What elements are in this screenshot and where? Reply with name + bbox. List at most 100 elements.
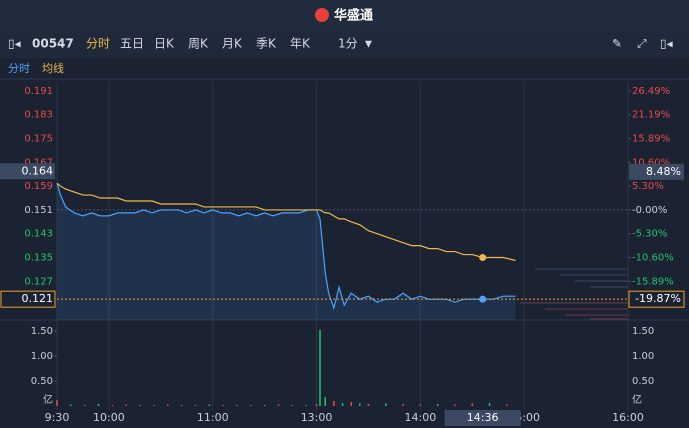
- volume-tick-label: 1.00: [632, 351, 654, 362]
- y-tick-label: 0.167: [24, 157, 53, 168]
- x-tick-label: 11:00: [197, 411, 229, 424]
- volume-bar: [83, 405, 86, 406]
- volume-bar: [236, 405, 238, 406]
- last-pct-box: [628, 290, 685, 308]
- tab[interactable]: 分时: [86, 37, 110, 51]
- tabs: 分时 五日 日K 周K 月K 季K 年K: [86, 37, 311, 51]
- last-price: 0.121: [22, 292, 54, 305]
- volume-bar: [125, 404, 127, 406]
- tab[interactable]: 月K: [222, 37, 243, 51]
- x-tick-label: 14:00: [405, 411, 437, 424]
- volume-tick-label: 0.50: [31, 376, 53, 387]
- volume-bar: [471, 403, 474, 406]
- volume-bar: [194, 405, 197, 406]
- tab[interactable]: 周K: [188, 37, 209, 51]
- volume-bar: [315, 404, 318, 406]
- volume-bar: [359, 403, 361, 406]
- legend-price: 分时: [8, 62, 30, 75]
- sidebar-icon[interactable]: ▯◂: [660, 37, 673, 51]
- order-depth: [520, 268, 628, 320]
- volume-unit: 亿: [632, 393, 642, 406]
- volume-unit: 亿: [43, 393, 53, 406]
- last-price-box: [0, 290, 56, 308]
- cursor-pct-box: [629, 163, 684, 180]
- volume-bar: [367, 404, 370, 406]
- toolbar: [0, 30, 689, 58]
- volume-bar: [324, 397, 326, 406]
- interval[interactable]: 1分: [338, 37, 358, 51]
- price-area: [57, 183, 516, 320]
- x-tick-label: 9:30: [45, 411, 70, 424]
- y2-tick-label: 15.89%: [632, 134, 670, 145]
- volume-bar: [97, 404, 100, 406]
- dropdown-icon[interactable]: ▼: [365, 40, 372, 50]
- volume-bar: [153, 405, 155, 406]
- x-tick-label: 13:00: [301, 411, 333, 424]
- volume-bar: [333, 401, 335, 406]
- brand-name: 华盛通: [334, 8, 373, 24]
- symbol: 00547: [32, 37, 74, 51]
- draw-icon[interactable]: ✎: [612, 37, 622, 51]
- volume-bar: [488, 403, 491, 406]
- y-tick-label: 0.143: [24, 229, 53, 240]
- volume-bar: [56, 400, 58, 406]
- last-pct: -19.87%: [635, 292, 681, 305]
- series-line: [56, 182, 516, 262]
- y2-tick-label: 21.19%: [632, 110, 670, 121]
- y2-tick-label: -0.00%: [632, 205, 667, 216]
- y-tick-label: 0.175: [24, 134, 53, 145]
- time-marker: 14:36: [467, 411, 499, 424]
- volume-bar: [139, 405, 141, 406]
- average-marker: [479, 254, 487, 262]
- back-icon[interactable]: ▯◂: [8, 37, 21, 51]
- time-marker-box: [444, 410, 521, 426]
- tab[interactable]: 五日: [120, 37, 144, 51]
- volume-bar: [419, 404, 422, 406]
- volume-bar: [454, 404, 456, 406]
- tab[interactable]: 季K: [256, 37, 277, 51]
- volume-bar: [341, 403, 344, 406]
- price-marker: [479, 295, 487, 303]
- volume-bar: [180, 405, 183, 406]
- volume-bar: [291, 405, 294, 406]
- y2-tick-label: 10.60%: [632, 157, 670, 168]
- y2-tick-label: 5.30%: [632, 181, 664, 192]
- volume-bar: [350, 402, 352, 406]
- volume-bar: [250, 405, 252, 406]
- tab[interactable]: 日K: [154, 37, 175, 51]
- tab[interactable]: 年K: [290, 37, 311, 51]
- volume-bar: [277, 404, 280, 406]
- volume-bar: [111, 405, 114, 406]
- y-tick-label: 0.183: [24, 110, 53, 121]
- y-tick-label: 0.191: [24, 86, 53, 97]
- volume-bar: [222, 405, 224, 406]
- volume-bar: [208, 404, 211, 406]
- cursor-price: 0.164: [22, 164, 54, 177]
- y-tick-label: 0.151: [24, 205, 53, 216]
- volume-bar: [385, 403, 387, 406]
- cursor-price-box: [0, 163, 55, 180]
- series-line: [56, 182, 516, 311]
- x-tick-label: 16:00: [612, 411, 644, 424]
- volume-bar: [305, 405, 307, 406]
- volume-bar: [263, 405, 266, 406]
- legend-average: 均线: [42, 61, 64, 75]
- cursor-pct: 8.48%: [646, 165, 681, 178]
- volume-tick-label: 1.50: [31, 326, 53, 337]
- header-bar: [0, 0, 689, 30]
- volume-bar: [402, 404, 404, 406]
- expand-icon[interactable]: ⤢: [636, 37, 647, 51]
- y2-tick-label: -15.89%: [632, 276, 674, 287]
- y-tick-label: 0.135: [24, 253, 53, 264]
- volume-bar: [166, 404, 169, 406]
- y2-tick-label: -10.60%: [632, 253, 674, 264]
- volume-bar: [70, 404, 72, 406]
- y-tick-label: 0.127: [24, 276, 53, 287]
- y2-tick-label: -5.30%: [632, 229, 667, 240]
- x-tick-label: 10:00: [93, 411, 125, 424]
- volume-tick-label: 1.50: [632, 326, 654, 337]
- y-tick-label: 0.159: [24, 181, 53, 192]
- volume-tick-label: 0.50: [632, 376, 654, 387]
